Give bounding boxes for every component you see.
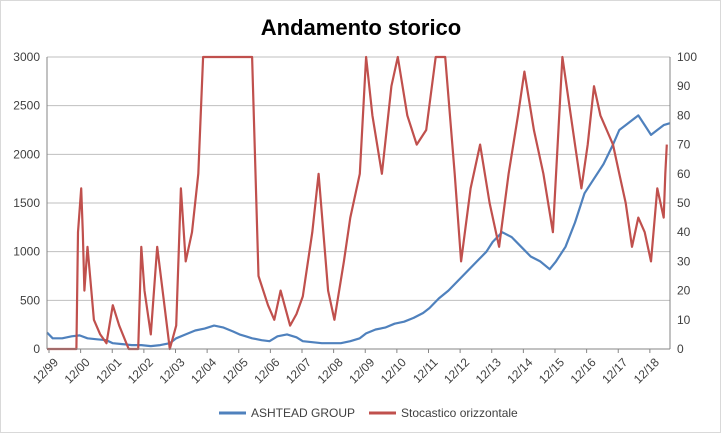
legend-label: ASHTEAD GROUP bbox=[251, 406, 355, 420]
x-tick-label: 12/08 bbox=[315, 355, 346, 386]
left-tick-label: 500 bbox=[20, 293, 40, 307]
x-tick-label: 12/00 bbox=[62, 355, 93, 386]
x-tick-label: 12/05 bbox=[220, 355, 251, 386]
right-tick-label: 10 bbox=[677, 313, 691, 327]
left-tick-label: 3000 bbox=[13, 50, 40, 64]
right-tick-label: 50 bbox=[677, 196, 691, 210]
x-tick-label: 12/15 bbox=[536, 355, 567, 386]
x-tick-label: 12/12 bbox=[441, 355, 472, 386]
right-tick-label: 70 bbox=[677, 138, 691, 152]
x-tick-label: 12/11 bbox=[410, 355, 441, 386]
right-tick-label: 0 bbox=[677, 342, 684, 356]
right-tick-label: 30 bbox=[677, 254, 691, 268]
axes bbox=[46, 57, 671, 350]
left-axis-ticks: 0 500 1000 1500 2000 2500 3000 bbox=[13, 50, 40, 356]
gridlines bbox=[47, 56, 670, 350]
x-tick-label: 12/07 bbox=[283, 355, 314, 386]
left-tick-label: 2000 bbox=[13, 147, 40, 161]
right-axis-ticks: 0 10 20 30 40 50 60 70 80 90 100 bbox=[677, 50, 697, 356]
right-tick-label: 60 bbox=[677, 167, 691, 181]
left-tick-label: 0 bbox=[33, 342, 40, 356]
legend: ASHTEAD GROUP Stocastico orizzontale bbox=[219, 406, 518, 420]
left-tick-label: 1500 bbox=[13, 196, 40, 210]
left-tick-label: 2500 bbox=[13, 99, 40, 113]
chart-title: Andamento storico bbox=[261, 15, 461, 40]
series-line-stocastico bbox=[47, 55, 668, 351]
x-tick-label: 12/01 bbox=[93, 355, 124, 386]
x-tick-label: 12/17 bbox=[599, 355, 630, 386]
right-tick-label: 100 bbox=[677, 50, 697, 64]
x-tick-label: 12/04 bbox=[188, 355, 219, 386]
left-tick-label: 1000 bbox=[13, 245, 40, 259]
x-tick-label: 12/16 bbox=[568, 355, 599, 386]
right-tick-label: 90 bbox=[677, 79, 691, 93]
x-tick-label: 12/14 bbox=[504, 355, 535, 386]
x-tick-label: 12/18 bbox=[631, 355, 662, 386]
x-tick-label: 12/06 bbox=[251, 355, 282, 386]
right-tick-label: 80 bbox=[677, 108, 691, 122]
x-tick-label: 12/99 bbox=[30, 355, 61, 386]
x-tick-label: 12/10 bbox=[378, 355, 409, 386]
legend-label: Stocastico orizzontale bbox=[401, 406, 518, 420]
right-tick-label: 40 bbox=[677, 225, 691, 239]
x-tick-label: 12/03 bbox=[156, 355, 187, 386]
x-tick-label: 12/09 bbox=[346, 355, 377, 386]
x-tick-label: 12/02 bbox=[125, 355, 156, 386]
series-layer bbox=[46, 55, 671, 351]
x-tick-label: 12/13 bbox=[473, 355, 504, 386]
series-line-ashtead bbox=[46, 114, 671, 348]
x-axis-ticks: 12/99 12/00 12/01 12/02 12/03 12/04 12/05 12/06… bbox=[30, 349, 662, 386]
right-tick-label: 20 bbox=[677, 284, 691, 298]
